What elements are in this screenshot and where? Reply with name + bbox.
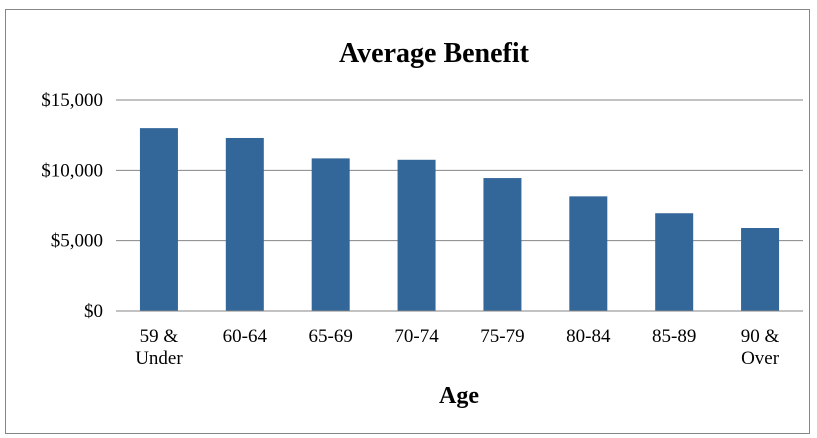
y-tick-label: $0: [84, 301, 103, 322]
x-tick-label: 80-84: [566, 326, 611, 347]
bar: [741, 228, 780, 311]
bar: [655, 213, 694, 311]
x-tick-label: 90 & Over: [741, 326, 780, 369]
bar: [397, 159, 436, 311]
x-axis-tick-labels: 59 & Under 60-64 65-69 70-74 75-79 80-84 85-89 9…: [135, 326, 780, 369]
y-tick-label: $10,000: [41, 160, 103, 181]
x-tick-label: 60-64: [223, 326, 268, 347]
x-axis-title: Age: [439, 383, 479, 409]
bars: [139, 128, 780, 311]
x-tick-label: 85-89: [652, 326, 696, 347]
bar: [569, 196, 608, 311]
x-tick-label: 75-79: [480, 326, 524, 347]
y-axis-tick-labels: $0 $5,000 $10,000 $15,000: [41, 90, 103, 322]
bar: [139, 128, 178, 311]
gridlines: [116, 99, 803, 242]
bar: [225, 137, 264, 311]
y-tick-label: $5,000: [51, 231, 103, 252]
x-tick-label: 65-69: [309, 326, 353, 347]
y-tick-label: $15,000: [41, 90, 103, 111]
x-tick-label: 59 & Under: [135, 326, 183, 369]
chart-title: Average Benefit: [339, 38, 530, 69]
bar: [311, 158, 350, 311]
bar: [483, 178, 522, 311]
x-tick-label: 70-74: [394, 326, 439, 347]
